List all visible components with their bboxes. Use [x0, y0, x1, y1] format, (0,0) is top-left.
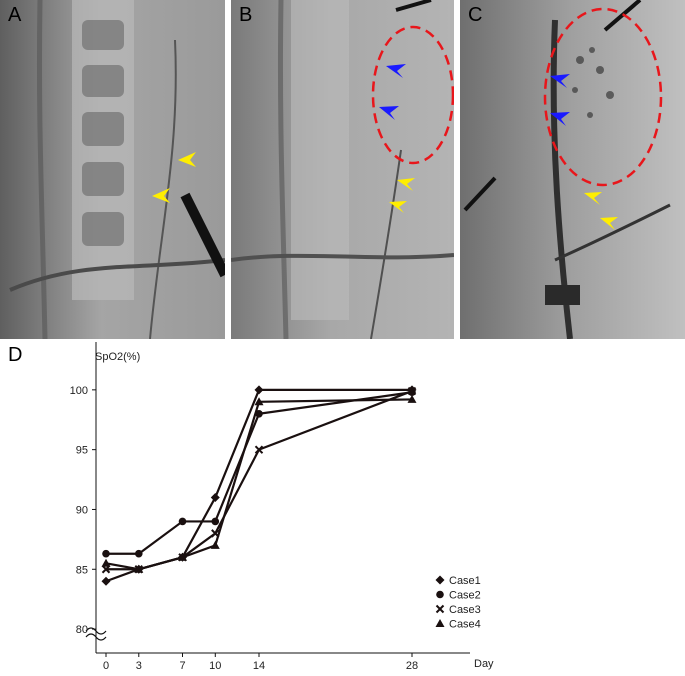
panel-label-d: D — [8, 344, 23, 366]
y-tick-label: 90 — [76, 504, 88, 516]
chart-legend: Case1 Case2 Case3 Case4 — [435, 575, 481, 631]
x-tick-label: 7 — [179, 660, 185, 672]
angiogram-panel-a: A — [0, 0, 225, 339]
angiogram-panel-c: C — [460, 0, 685, 339]
panel-label-b: B — [239, 4, 253, 26]
angiogram-panel-b: B — [231, 0, 454, 339]
blue-arrowhead-icon — [379, 106, 399, 120]
blue-arrowhead-icon — [386, 64, 406, 78]
data-point-case3 — [407, 386, 417, 396]
angiogram-a-image — [0, 0, 225, 339]
data-point-case4 — [254, 397, 264, 406]
y-axis-label: SpO2(%) — [95, 351, 140, 363]
data-point-case4 — [407, 394, 417, 403]
data-point-case3 — [211, 529, 220, 538]
angiogram-c-image — [460, 0, 685, 339]
yellow-arrowhead-icon — [389, 201, 407, 213]
y-tick-label: 95 — [76, 445, 88, 457]
x-axis-label: Day — [474, 658, 494, 670]
data-point-case4 — [210, 540, 220, 549]
yellow-arrowhead-icon — [152, 188, 170, 203]
legend-label: Case3 — [449, 604, 481, 616]
legend-label: Case4 — [449, 619, 481, 631]
axis-break-icon — [85, 627, 107, 641]
x-tick-label: 28 — [406, 660, 418, 672]
panel-label-a: A — [8, 4, 22, 26]
legend-marker-case4 — [435, 619, 445, 627]
blue-arrowhead-icon — [550, 112, 570, 126]
yellow-arrowhead-icon — [397, 178, 415, 191]
data-point-case1 — [254, 385, 264, 395]
yellow-arrowhead-icon — [600, 217, 618, 230]
series-line-case4 — [105, 398, 413, 571]
data-point-case3 — [254, 445, 264, 454]
data-point-case2 — [134, 549, 143, 558]
legend-marker-case3 — [435, 604, 445, 614]
data-point-case1 — [210, 493, 220, 502]
blue-arrowhead-icon — [550, 74, 570, 88]
red-dashed-ellipse — [543, 7, 663, 187]
data-point-case4 — [134, 564, 144, 573]
data-point-case4 — [178, 552, 187, 561]
yellow-arrowhead-icon — [584, 192, 602, 205]
series-line-case3 — [106, 390, 413, 571]
y-tick-label: 100 — [70, 385, 88, 397]
yellow-arrowhead-icon — [178, 152, 196, 167]
panel-label-c: C — [468, 4, 483, 26]
y-tick-label: 80 — [76, 624, 88, 636]
data-point-case4 — [101, 558, 111, 567]
data-point-case2 — [102, 549, 110, 558]
legend-label: Case1 — [449, 575, 481, 587]
data-point-case2 — [211, 517, 220, 526]
series-line-case2 — [106, 391, 413, 555]
angiogram-b-image — [231, 0, 454, 339]
x-tick-label: 3 — [136, 660, 142, 672]
legend-marker-case2 — [436, 590, 444, 599]
x-tick-label: 0 — [103, 660, 109, 672]
red-dashed-ellipse — [371, 25, 454, 165]
y-tick-label: 85 — [76, 564, 88, 576]
data-point-case3 — [101, 565, 111, 574]
x-tick-label: 14 — [253, 660, 265, 672]
series-line-case1 — [105, 388, 412, 583]
legend-marker-case1 — [435, 575, 445, 585]
data-point-case2 — [178, 517, 187, 526]
data-point-case2 — [255, 409, 263, 418]
data-point-case1 — [101, 576, 111, 586]
x-tick-label: 10 — [209, 660, 221, 672]
legend-label: Case2 — [449, 590, 481, 602]
